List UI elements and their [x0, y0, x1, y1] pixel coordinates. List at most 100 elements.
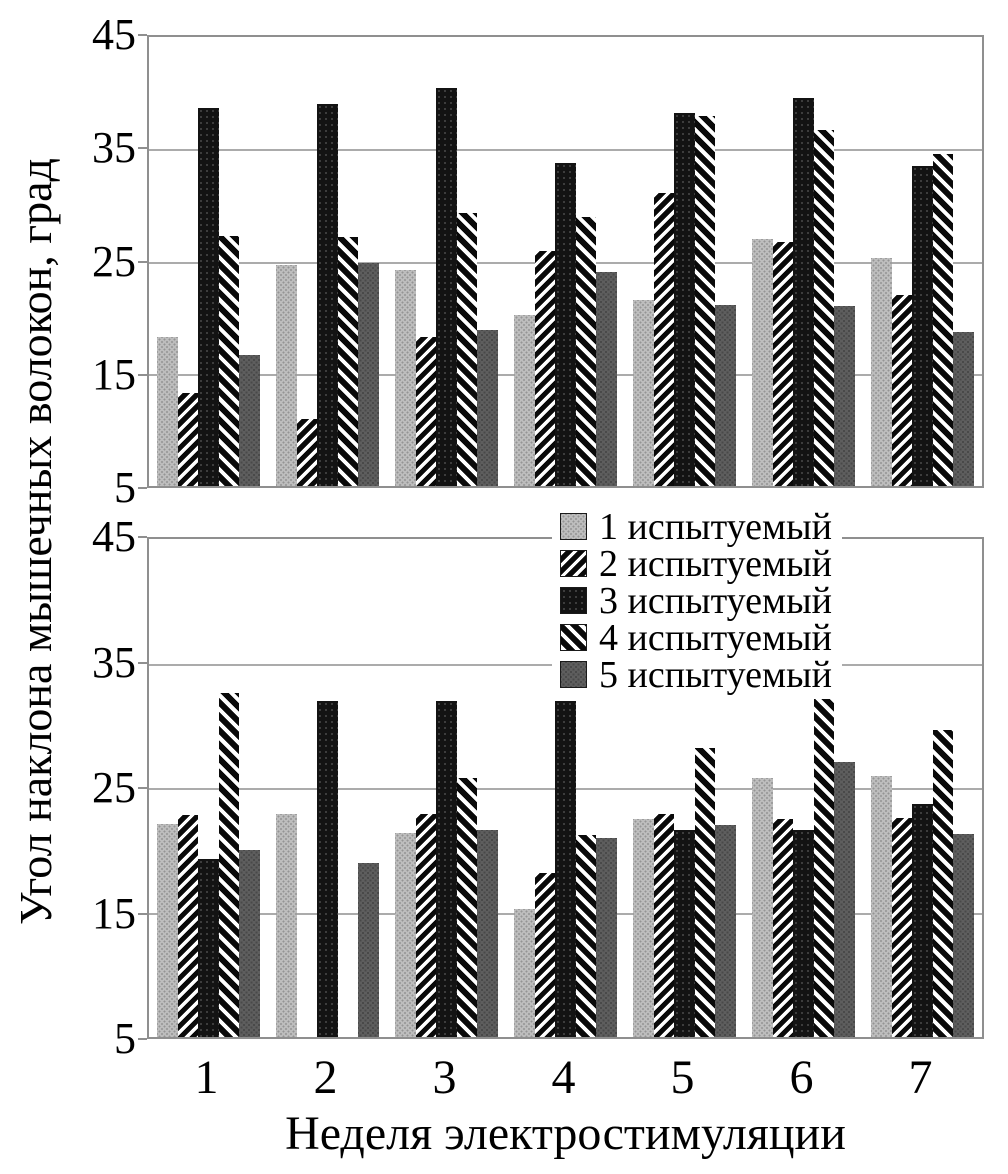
legend-label-2: 2 испытуемый — [599, 542, 832, 585]
x-tick-label-4: 4 — [551, 1051, 576, 1104]
bar-series1-week1 — [157, 824, 178, 1037]
bar-series1-week6 — [752, 239, 773, 486]
bar-series3-week2 — [317, 104, 338, 486]
bar-series3-week3 — [436, 87, 457, 486]
bar-series3-week6 — [793, 830, 814, 1037]
bar-series4-week7 — [932, 153, 954, 486]
bar-series1-week6 — [752, 778, 773, 1037]
bar-series5-week3 — [477, 830, 498, 1037]
legend-label-4: 4 испытуемый — [599, 616, 832, 659]
legend-swatch-stripe-up-icon — [560, 550, 587, 577]
bar-series1-week5 — [633, 299, 654, 486]
bar-series3-week4 — [555, 700, 576, 1037]
bar-series2-week7 — [891, 295, 913, 486]
bar-series3-week4 — [555, 162, 576, 486]
bar-series4-week5 — [694, 748, 716, 1037]
bar-series3-week6 — [793, 97, 814, 486]
legend-item-3: 3 испытуемый — [560, 582, 832, 620]
y-tick-label-15: 15 — [92, 888, 136, 938]
bar-series2-week3 — [415, 336, 437, 486]
bar-series4-week3 — [456, 213, 478, 486]
bar-series3-week5 — [674, 113, 695, 486]
plot-bottom — [147, 537, 984, 1039]
legend-swatch-dots-mid-icon — [560, 661, 587, 688]
bar-series2-week6 — [772, 242, 794, 486]
bar-series1-week3 — [395, 270, 416, 486]
y-tick-mark-45 — [138, 536, 147, 538]
legend-label-5: 5 испытуемый — [599, 653, 832, 696]
bar-series5-week4 — [596, 271, 617, 486]
bar-series2-week1 — [177, 392, 199, 486]
bar-series5-week1 — [239, 850, 260, 1037]
bar-series1-week4 — [514, 908, 535, 1037]
bar-series1-week4 — [514, 315, 535, 486]
x-tick-label-6: 6 — [789, 1051, 814, 1104]
x-tick-label-5: 5 — [670, 1051, 695, 1104]
bar-series1-week5 — [633, 819, 654, 1037]
legend-swatch-dots-light-icon — [560, 513, 587, 540]
bar-series2-week7 — [891, 817, 913, 1037]
bar-series1-week7 — [871, 258, 892, 486]
y-tick-mark-15 — [138, 912, 147, 915]
bar-series1-week2 — [276, 264, 297, 486]
bar-series5-week7 — [953, 332, 974, 486]
bar-series5-week5 — [715, 305, 736, 486]
y-tick-label-35: 35 — [92, 123, 136, 173]
bar-series4-week2 — [337, 236, 359, 486]
bar-series1-week2 — [276, 814, 297, 1037]
y-tick-label-5: 5 — [114, 1014, 136, 1063]
bar-series4-week3 — [456, 778, 478, 1037]
bar-series4-week6 — [813, 130, 835, 486]
y-tick-mark-25 — [138, 787, 147, 789]
legend: 1 испытуемый 2 испытуемый 3 испытуемый 4 ис… — [552, 504, 842, 699]
bar-series3-week5 — [674, 830, 695, 1037]
y-tick-mark-35 — [138, 661, 147, 664]
legend-swatch-stripe-down-icon — [560, 624, 587, 651]
y-tick-mark-45 — [138, 34, 147, 36]
bar-series4-week4 — [575, 216, 597, 486]
y-tick-label-45: 45 — [92, 512, 136, 561]
bar-series3-week7 — [912, 804, 933, 1037]
x-tick-label-7: 7 — [908, 1051, 933, 1104]
x-tick-label-2: 2 — [313, 1051, 338, 1104]
y-tick-label-25: 25 — [92, 236, 136, 286]
bar-series3-week1 — [198, 858, 219, 1037]
bar-series4-week4 — [575, 835, 597, 1037]
plot-top — [147, 35, 984, 488]
bar-series5-week3 — [477, 329, 498, 486]
x-tick-label-3: 3 — [432, 1051, 457, 1104]
bar-series1-week7 — [871, 775, 892, 1037]
x-axis-title: Неделя электростимуляции — [285, 1107, 846, 1160]
bar-series5-week7 — [953, 834, 974, 1037]
bar-series4-week1 — [218, 235, 240, 486]
legend-item-4: 4 испытуемый — [560, 616, 832, 659]
legend-item-5: 5 испытуемый — [560, 653, 832, 696]
y-tick-mark-35 — [138, 147, 147, 150]
bar-series5-week4 — [596, 837, 617, 1037]
bar-series5-week5 — [715, 825, 736, 1037]
bar-series1-week3 — [395, 832, 416, 1037]
bar-series4-week7 — [932, 729, 954, 1037]
bar-series4-week6 — [813, 659, 835, 1037]
bar-series5-week6 — [834, 761, 855, 1037]
bar-series2-week2 — [296, 418, 318, 486]
bar-series3-week3 — [436, 700, 457, 1037]
bar-series5-week6 — [834, 306, 855, 486]
bar-series2-week1 — [177, 815, 199, 1037]
gridline-35 — [149, 149, 982, 152]
y-tick-mark-25 — [138, 260, 147, 263]
legend-item-2: 2 испытуемый — [560, 542, 832, 585]
y-tick-label-5: 5 — [114, 463, 136, 512]
legend-label-1: 1 испытуемый — [599, 505, 832, 548]
bar-series4-week5 — [694, 115, 716, 486]
y-tick-label-15: 15 — [92, 349, 136, 399]
bar-series2-week3 — [415, 814, 437, 1037]
bar-series2-week5 — [653, 193, 675, 486]
bar-series5-week2 — [358, 262, 379, 486]
y-tick-mark-5 — [138, 1038, 147, 1040]
bar-series3-week2 — [317, 700, 338, 1037]
bar-series5-week1 — [239, 354, 260, 486]
bar-series3-week1 — [198, 107, 219, 486]
bar-series2-week4 — [534, 872, 556, 1037]
